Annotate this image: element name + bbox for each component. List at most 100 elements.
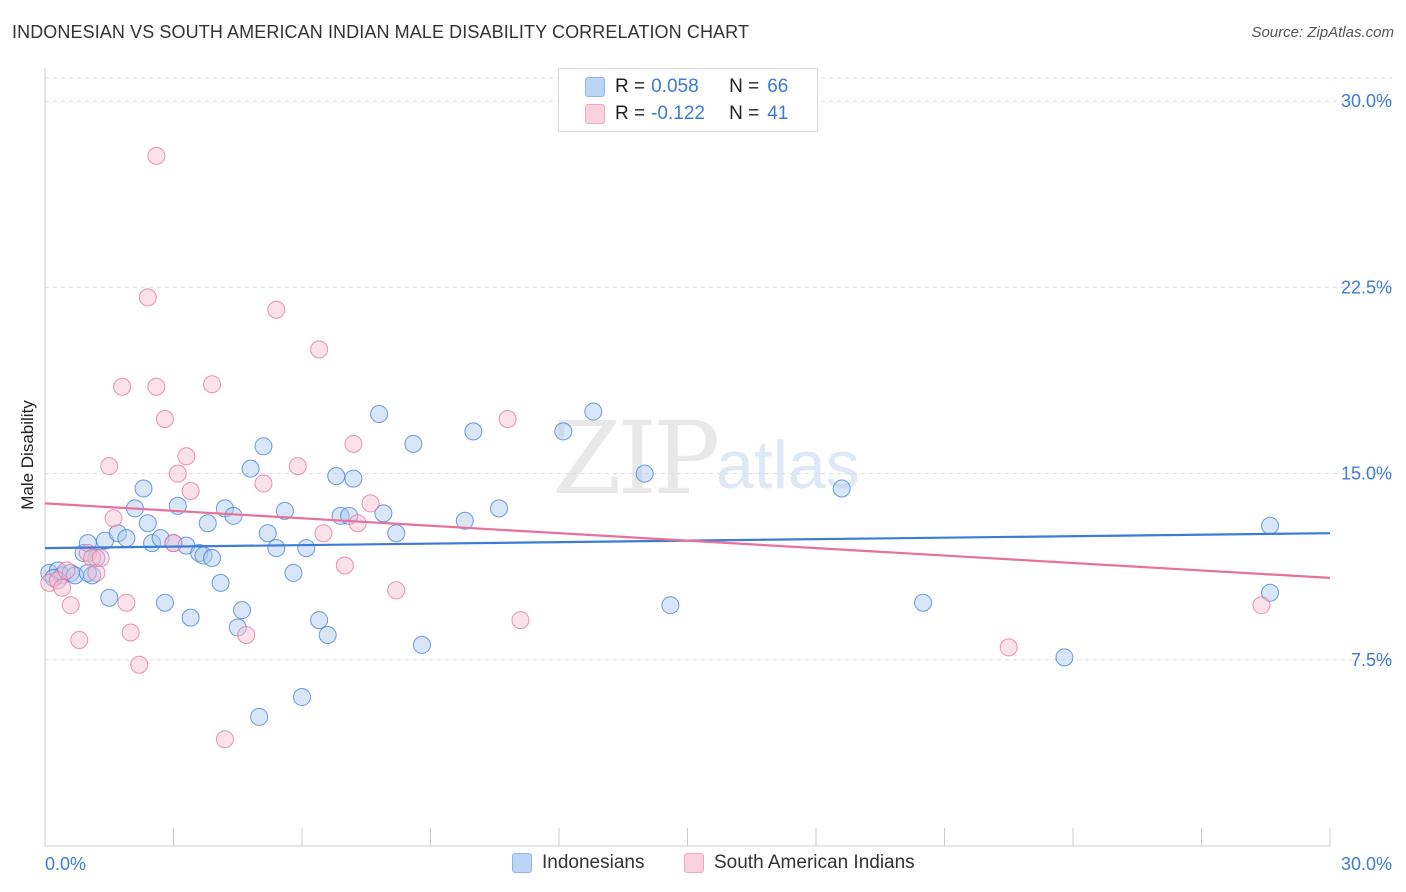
watermark-atlas: atlas (716, 427, 860, 503)
south-american-indian-point (361, 494, 380, 513)
legend-item-indonesians[interactable]: Indonesians (512, 852, 644, 874)
indonesian-point (661, 596, 680, 615)
south-american-indian-point (999, 638, 1018, 657)
n-value: 66 (767, 76, 789, 97)
legend-swatch-blue (512, 853, 532, 873)
indonesian-point (914, 593, 933, 612)
south-american-indian-point (61, 596, 80, 615)
indonesian-point (134, 479, 153, 498)
indonesian-point (297, 539, 316, 558)
indonesian-point (554, 422, 573, 441)
south-american-indian-point (344, 434, 363, 453)
indonesian-point (203, 549, 222, 568)
y-tick-label: 30.0% (1341, 91, 1392, 111)
indonesian-point (374, 504, 393, 523)
tick-labels: 7.5% 15.0% 22.5% 30.0% 0.0% 30.0% (45, 91, 1392, 874)
south-american-indian-point (511, 611, 530, 630)
stats-legend: R = 0.058 N = 66 R = -0.122 N = 41 (558, 68, 818, 132)
south-american-indian-point (100, 457, 119, 476)
indonesian-point (181, 608, 200, 627)
axes (44, 68, 1331, 847)
trend-lines (44, 502, 1331, 579)
south-american-indian-point (53, 578, 72, 597)
legend-item-south-american-indians[interactable]: South American Indians (684, 852, 915, 874)
indonesian-point (412, 635, 431, 654)
indonesian-point (100, 588, 119, 607)
south-american-indians-points (40, 146, 1271, 749)
south-american-indian-point (335, 556, 354, 575)
indonesian-point (254, 437, 273, 456)
south-american-indian-point (130, 655, 149, 674)
r-value: -0.122 (651, 103, 705, 124)
indonesian-point (310, 611, 329, 630)
south-american-indian-point (121, 623, 140, 642)
chart-title: INDONESIAN VS SOUTH AMERICAN INDIAN MALE… (12, 22, 750, 42)
south-american-indian-point (104, 509, 123, 528)
indonesian-point (241, 459, 260, 478)
south-american-indian-point (147, 377, 166, 396)
south-american-indian-point (181, 481, 200, 500)
indonesian-point (327, 467, 346, 486)
south-american-indian-point (267, 300, 286, 319)
indonesian-point (224, 506, 243, 525)
indonesian-point (1261, 583, 1280, 602)
south-american-indian-point (117, 593, 136, 612)
south-american-indian-point (348, 514, 367, 533)
south-american-indian-point (138, 288, 157, 307)
grid-lines (45, 77, 1392, 661)
indonesian-point (318, 625, 337, 644)
legend-row-indonesians: R = 0.058 N = 66 (585, 75, 788, 99)
watermark-zip: ZIP (552, 400, 720, 517)
n-label: N = (729, 103, 760, 124)
south-american-indian-point (164, 534, 183, 553)
series-legend: Indonesians South American Indians (0, 852, 1406, 876)
south-american-indian-point (57, 561, 76, 580)
indonesian-point (1055, 648, 1074, 667)
r-value: 0.058 (651, 76, 699, 97)
x-tick-label-min: 0.0% (45, 854, 86, 874)
indonesian-point (293, 688, 311, 707)
indonesian-point (387, 524, 406, 543)
indonesian-point (155, 593, 174, 612)
indonesian-point (108, 524, 127, 543)
indonesian-point (258, 524, 277, 543)
south-american-indian-point (155, 410, 174, 429)
indonesian-point (344, 469, 363, 488)
indonesian-point (404, 434, 423, 453)
indonesian-point (275, 501, 294, 520)
legend-swatch-pink (585, 104, 605, 124)
south-american-indian-point (70, 630, 89, 649)
legend-row-south-american-indians: R = -0.122 N = 41 (585, 102, 788, 126)
indonesian-point (490, 499, 509, 518)
indonesian-point (233, 601, 252, 620)
legend-label: South American Indians (714, 852, 915, 873)
south-american-indian-point (91, 549, 110, 568)
indonesian-point (284, 563, 303, 582)
south-american-indian-point (215, 730, 234, 749)
indonesian-point (267, 539, 286, 558)
legend-label: Indonesians (542, 852, 645, 873)
indonesian-point (635, 464, 654, 483)
south-american-indian-point (177, 447, 196, 466)
south-american-indian-point (113, 377, 132, 396)
indonesian-point (455, 511, 474, 530)
y-tick-label: 22.5% (1341, 277, 1392, 297)
south-american-indian-point (203, 375, 222, 394)
n-label: N = (729, 76, 760, 97)
south-american-indian-point (168, 464, 187, 483)
y-tick-label: 15.0% (1341, 464, 1392, 484)
south-american-indian-point (254, 474, 273, 493)
south-american-indian-point (314, 524, 333, 543)
y-tick-label: 7.5% (1351, 650, 1392, 670)
r-label: R = (615, 76, 646, 97)
south-american-indians-trend-line (44, 502, 1331, 579)
legend-swatch-pink (684, 853, 704, 873)
indonesian-point (198, 514, 217, 533)
south-american-indian-point (498, 410, 517, 429)
indonesian-point (464, 422, 483, 441)
indonesian-point (138, 514, 157, 533)
south-american-indian-point (387, 581, 406, 600)
indonesian-point (1261, 516, 1280, 535)
south-american-indian-point (1252, 596, 1271, 615)
